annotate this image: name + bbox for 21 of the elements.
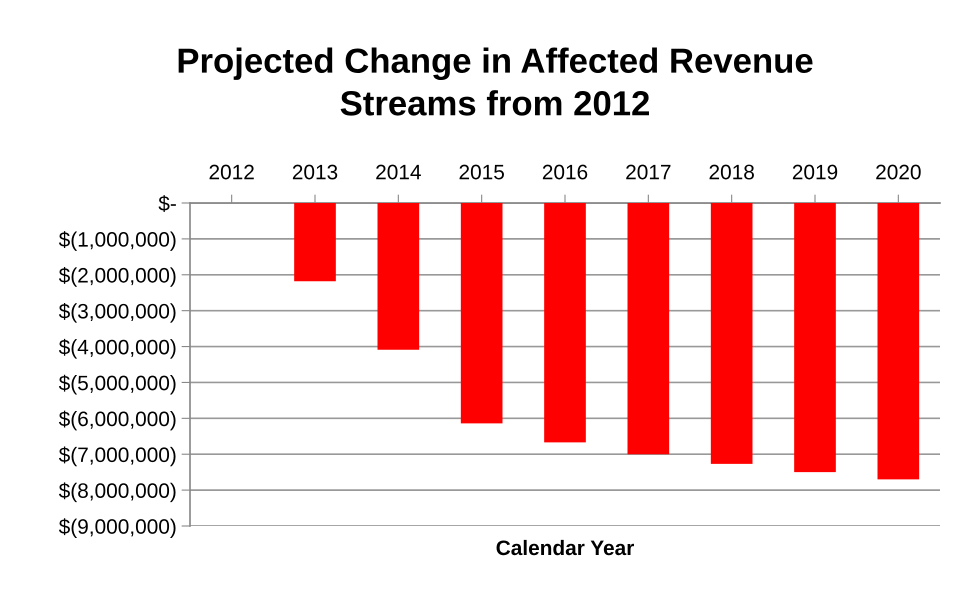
y-tick-label: $- [158,195,176,212]
x-tick-label: 2015 [460,164,504,180]
x-tick-label: 2018 [710,164,754,180]
x-tick-label: 2012 [210,164,254,180]
y-tick-label: $(1,000,000) [58,231,176,251]
x-tick-label: 2014 [376,164,421,180]
x-tick-label: 2013 [292,164,338,180]
x-tick-label: 2020 [876,164,921,180]
y-tick-label: $(5,000,000) [58,374,176,394]
x-tick-label: 2017 [626,164,670,180]
x-axis-title: Calendar Year [496,540,634,556]
y-tick-label: $(6,000,000) [58,410,176,430]
x-tick-label: 2016 [542,164,588,180]
y-tick-label: $(7,000,000) [58,446,176,466]
y-tick-label: $(2,000,000) [58,267,176,287]
chart-title: Projected Change in Affected Revenue Streams from 2012 [178,48,813,116]
y-tick-label: $(4,000,000) [58,338,176,359]
y-tick-label: $(3,000,000) [58,302,176,323]
y-tick-label: $(8,000,000) [58,482,176,502]
y-tick-label: $(9,000,000) [58,518,176,538]
x-tick-label: 2019 [792,164,838,180]
